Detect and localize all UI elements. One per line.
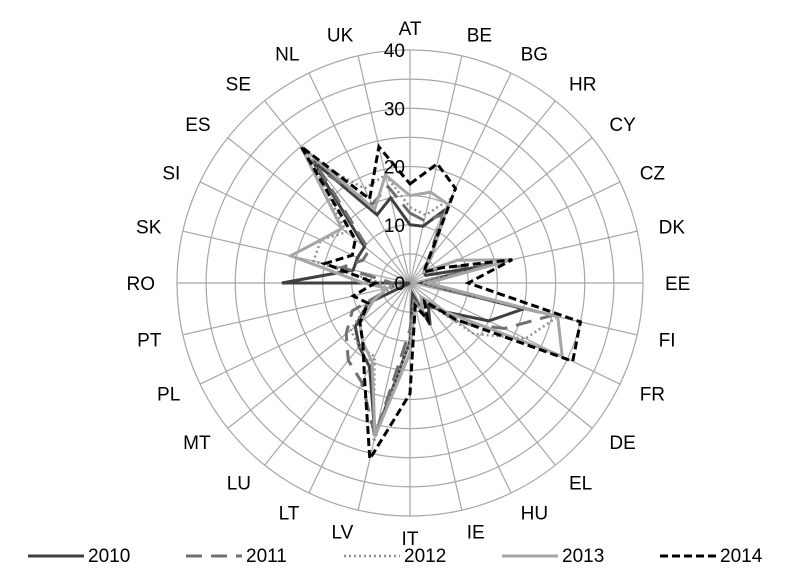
category-label-fr: FR	[640, 385, 665, 406]
category-label-es: ES	[185, 115, 210, 136]
category-label-it: IT	[402, 529, 419, 550]
tick-label-0: 0	[394, 274, 405, 295]
grid-ring-30	[234, 107, 586, 459]
tick-label-40: 40	[384, 41, 405, 62]
category-label-el: EL	[569, 473, 592, 494]
tick-label-30: 30	[384, 99, 405, 120]
category-label-at: AT	[399, 19, 422, 40]
legend: 2010 2011 2012 2013 2014	[28, 546, 763, 567]
series-lines	[281, 143, 583, 464]
category-label-lv: LV	[331, 523, 353, 544]
legend-label-2010: 2010	[88, 546, 130, 567]
category-label-sk: SK	[136, 217, 162, 238]
category-labels: AT BE BG HR CY CZ DK EE FI FR DE EL HU IE IT LV LT LU MT PL…	[127, 19, 691, 550]
category-label-mt: MT	[183, 433, 211, 454]
category-label-fi: FI	[659, 331, 676, 352]
legend-item-2011: 2011	[186, 546, 287, 567]
category-label-hr: HR	[569, 75, 596, 96]
legend-item-2013: 2013	[502, 546, 604, 567]
legend-label-2011: 2011	[246, 546, 287, 567]
tick-label-20: 20	[384, 158, 405, 179]
radial-tick-labels: 0 10 20 30 40	[384, 41, 405, 295]
category-label-nl: NL	[275, 44, 299, 65]
series-2013	[287, 145, 564, 437]
category-label-ee: EE	[665, 274, 690, 295]
category-label-dk: DK	[659, 217, 686, 238]
category-label-si: SI	[162, 163, 180, 184]
category-label-de: DE	[609, 433, 635, 454]
category-label-lu: LU	[227, 473, 251, 494]
category-label-lt: LT	[279, 504, 300, 525]
tick-label-10: 10	[384, 216, 405, 237]
legend-label-2014: 2014	[720, 546, 763, 567]
legend-label-2012: 2012	[404, 546, 446, 567]
category-label-cz: CZ	[640, 163, 666, 184]
category-label-se: SE	[226, 75, 251, 96]
category-label-be: BE	[467, 25, 492, 46]
category-label-cy: CY	[609, 115, 636, 136]
category-label-uk: UK	[327, 25, 354, 46]
legend-item-2010: 2010	[28, 546, 130, 567]
category-label-pt: PT	[137, 331, 162, 352]
grid-ring-40	[176, 49, 644, 517]
category-label-pl: PL	[157, 385, 180, 406]
category-label-hu: HU	[521, 504, 548, 525]
series-2014	[299, 143, 583, 464]
grid-ring-35	[205, 78, 615, 488]
category-label-bg: BG	[521, 44, 548, 65]
category-label-ie: IE	[467, 523, 485, 544]
category-label-ro: RO	[127, 274, 156, 295]
grid-ring-25	[263, 136, 557, 430]
legend-item-2012: 2012	[344, 546, 446, 567]
legend-label-2013: 2013	[562, 546, 604, 567]
legend-item-2014: 2014	[660, 546, 763, 567]
